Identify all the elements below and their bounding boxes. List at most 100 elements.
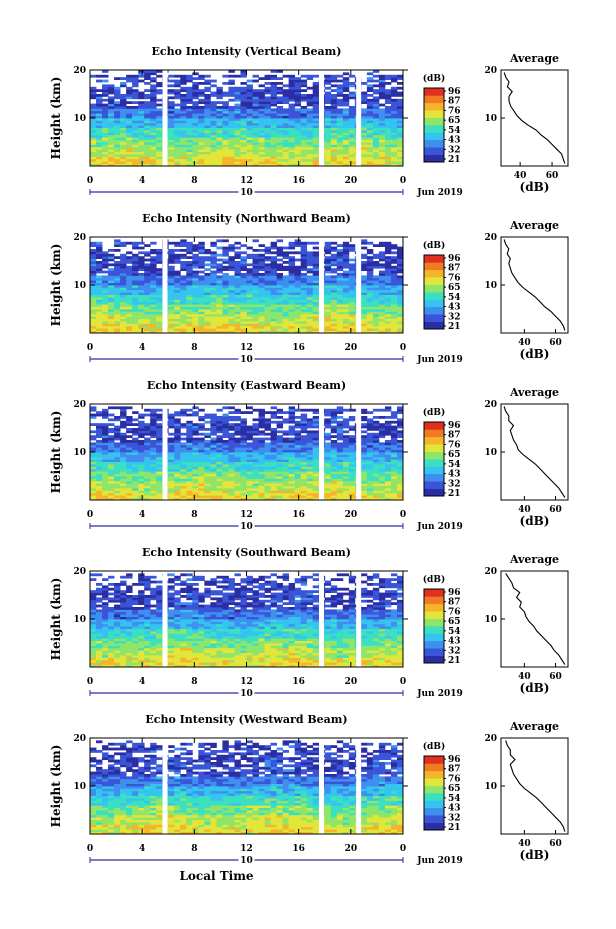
heatmap-cell xyxy=(228,461,235,465)
heatmap-cell xyxy=(282,275,290,279)
heatmap-cell xyxy=(282,476,290,479)
heatmap-cell xyxy=(198,473,205,477)
heatmap-cell xyxy=(156,151,163,155)
heatmap-cell xyxy=(246,273,253,276)
heatmap-cell xyxy=(216,495,223,498)
heatmap-cell xyxy=(216,437,223,441)
heatmap-cell xyxy=(306,130,314,133)
heatmap-cell xyxy=(192,309,199,312)
heatmap-cell xyxy=(324,246,332,250)
heatmap-cell xyxy=(324,323,332,327)
heatmap-cell xyxy=(96,101,103,104)
heatmap-cell xyxy=(108,437,115,441)
heatmap-cell xyxy=(336,79,344,83)
heatmap-cell xyxy=(132,139,139,143)
heatmap-cell xyxy=(384,294,392,298)
heatmap-cell xyxy=(312,253,320,257)
heatmap-cell xyxy=(144,82,151,85)
heatmap-cell xyxy=(174,115,181,119)
heatmap-cell xyxy=(216,127,223,131)
heatmap-cell xyxy=(282,156,290,160)
heatmap-cell xyxy=(168,241,175,245)
heatmap-cell xyxy=(246,158,253,162)
heatmap-cell xyxy=(126,134,133,138)
heatmap-cell xyxy=(198,287,205,291)
panel-2: Echo Intensity (Northward Beam)0 4 8 12 16 20… xyxy=(49,212,569,365)
heatmap-cell xyxy=(144,158,151,162)
heatmap-cell xyxy=(156,468,163,472)
heatmap-cell xyxy=(396,325,404,329)
heatmap-cell xyxy=(108,144,115,148)
heatmap-cell xyxy=(378,251,386,255)
heatmap-cell xyxy=(336,84,344,88)
heatmap-cell xyxy=(186,297,193,300)
heatmap-cell xyxy=(192,476,199,479)
heatmap-cell xyxy=(126,428,133,431)
heatmap-cell xyxy=(342,265,350,269)
heatmap-cell xyxy=(108,297,115,300)
heatmap-cell xyxy=(300,79,308,83)
heatmap-cell xyxy=(198,432,205,436)
heatmap-cell xyxy=(300,137,308,140)
heatmap-cell xyxy=(186,304,193,307)
heatmap-cell xyxy=(120,437,127,441)
heatmap-cell xyxy=(198,321,205,324)
heatmap-cell xyxy=(240,432,247,436)
heatmap-cell xyxy=(378,74,386,78)
heatmap-cell xyxy=(240,299,247,303)
heatmap-cell xyxy=(120,241,127,245)
heatmap-cell xyxy=(114,294,121,298)
heatmap-cell xyxy=(276,306,284,310)
heatmap-cell xyxy=(252,442,259,446)
heatmap-cell xyxy=(330,287,338,291)
heatmap-cell xyxy=(336,273,344,276)
heatmap-cell xyxy=(240,130,247,133)
heatmap-cell xyxy=(264,120,271,124)
heatmap-cell xyxy=(138,325,145,329)
heatmap-cell xyxy=(390,110,398,114)
heatmap-cell xyxy=(114,282,121,286)
heatmap-cell xyxy=(114,103,121,107)
heatmap-cell xyxy=(216,158,223,162)
heatmap-cell xyxy=(282,437,290,441)
heatmap-cell xyxy=(276,304,284,307)
heatmap-cell xyxy=(372,265,380,269)
heatmap-cell xyxy=(282,280,290,283)
heatmap-cell xyxy=(294,468,302,472)
heatmap-cell xyxy=(138,416,145,419)
heatmap-cell xyxy=(360,328,368,331)
heatmap-cell xyxy=(180,492,187,496)
heatmap-cell xyxy=(114,289,121,293)
heatmap-cell xyxy=(312,323,320,327)
heatmap-cell xyxy=(252,292,259,295)
heatmap-cell xyxy=(234,98,241,102)
heatmap-cell xyxy=(270,256,277,259)
heatmap-cell xyxy=(198,476,205,479)
heatmap-cell xyxy=(312,292,320,295)
heatmap-cell xyxy=(156,110,163,114)
heatmap-cell xyxy=(120,120,127,124)
heatmap-cell xyxy=(252,321,259,324)
heatmap-cell xyxy=(150,488,157,491)
heatmap-cell xyxy=(276,447,284,450)
heatmap-cell xyxy=(300,449,308,453)
heatmap-cell xyxy=(126,459,133,462)
heatmap-cell xyxy=(342,282,350,286)
heatmap-cell xyxy=(246,297,253,300)
heatmap-cell xyxy=(252,330,259,334)
heatmap-cell xyxy=(282,108,290,112)
heatmap-cell xyxy=(126,94,133,97)
heatmap-cell xyxy=(186,277,193,281)
heatmap-cell xyxy=(366,158,374,162)
heatmap-cell xyxy=(222,273,229,276)
heatmap-cell xyxy=(396,330,404,334)
heatmap-cell xyxy=(192,323,199,327)
heatmap-cell xyxy=(216,492,223,496)
heatmap-cell xyxy=(174,294,181,298)
heatmap-cell xyxy=(174,84,181,88)
heatmap-cell xyxy=(246,142,253,145)
heatmap-cell xyxy=(126,270,133,274)
heatmap-cell xyxy=(90,134,97,138)
heatmap-cell xyxy=(174,330,181,334)
